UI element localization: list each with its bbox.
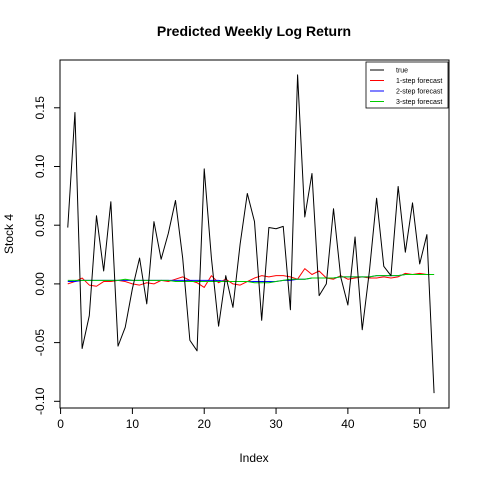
y-tick-label: 0.15 [33, 96, 47, 120]
series-lines [67, 74, 435, 394]
x-tick-label: 0 [57, 417, 64, 431]
legend-label: 1-step forecast [396, 78, 442, 85]
legend: true 1-step forecast 2-step forecast 3-step… [365, 61, 449, 109]
x-axis-label: Index [239, 451, 268, 465]
legend-label: true [396, 68, 408, 75]
series-line-true [67, 74, 435, 394]
x-tick-label: 50 [413, 417, 427, 431]
chart-title: Predicted Weekly Log Return [157, 23, 351, 39]
x-tick-label: 10 [126, 417, 140, 431]
legend-label: 2-step forecast [396, 89, 442, 96]
plot-frame [59, 59, 450, 409]
y-tick-label: 0.05 [33, 213, 47, 237]
series-line-3-step-forecast [67, 274, 435, 284]
y-tick-label: 0.00 [33, 272, 47, 296]
legend-label: 3-step forecast [396, 99, 442, 106]
y-axis-label: Stock 4 [2, 214, 16, 254]
legend-box [365, 61, 449, 109]
y-tick-label: -0.05 [33, 329, 47, 357]
x-tick-label: 40 [341, 417, 355, 431]
y-axis: -0.10 -0.05 0.00 0.05 0.10 0.15 [33, 96, 60, 415]
y-tick-label: 0.10 [33, 154, 47, 178]
x-tick-label: 30 [269, 417, 283, 431]
y-tick-label: -0.10 [33, 387, 47, 415]
series-line-1-step-forecast [67, 268, 435, 288]
x-tick-label: 20 [198, 417, 212, 431]
x-axis: 0 10 20 30 40 50 [57, 408, 427, 431]
